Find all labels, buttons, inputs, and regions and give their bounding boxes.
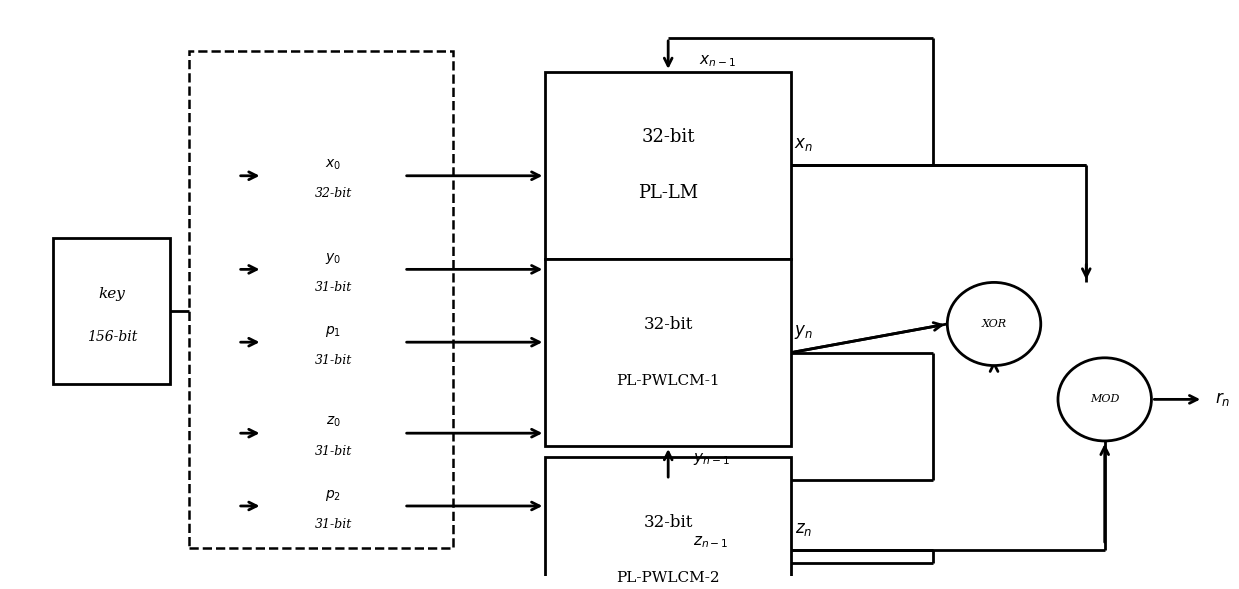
Text: PL-PWLCM-1: PL-PWLCM-1 <box>616 373 720 388</box>
Text: $x_{n-1}$: $x_{n-1}$ <box>699 54 736 70</box>
Text: $x_n$: $x_n$ <box>794 136 813 153</box>
Text: $y_0$: $y_0$ <box>325 251 341 266</box>
Text: $x_0$: $x_0$ <box>325 158 341 172</box>
Ellipse shape <box>1058 358 1151 441</box>
Text: $z_{n-1}$: $z_{n-1}$ <box>693 535 729 550</box>
Ellipse shape <box>948 282 1041 366</box>
Text: $z_n$: $z_n$ <box>794 521 812 538</box>
Text: PL-LM: PL-LM <box>638 184 699 203</box>
Text: 31-bit: 31-bit <box>315 445 352 458</box>
Bar <box>263 397 404 469</box>
Text: 32-bit: 32-bit <box>643 316 693 333</box>
Text: key: key <box>98 286 125 300</box>
Text: PL-PWLCM-2: PL-PWLCM-2 <box>616 571 720 585</box>
Bar <box>545 72 792 259</box>
Bar <box>263 306 404 379</box>
Text: $p_2$: $p_2$ <box>325 488 341 502</box>
Bar <box>188 51 453 548</box>
Text: $y_{n-1}$: $y_{n-1}$ <box>693 451 730 467</box>
Bar <box>263 469 404 542</box>
Text: XOR: XOR <box>981 319 1006 329</box>
Text: 32-bit: 32-bit <box>315 187 352 200</box>
Text: 31-bit: 31-bit <box>315 518 352 531</box>
Text: $y_n$: $y_n$ <box>794 323 813 341</box>
Text: $z_0$: $z_0$ <box>326 415 341 429</box>
Bar <box>263 140 404 212</box>
Text: 32-bit: 32-bit <box>642 128 695 146</box>
Text: 31-bit: 31-bit <box>315 354 352 367</box>
Text: MOD: MOD <box>1090 395 1119 405</box>
Text: 156-bit: 156-bit <box>87 330 138 344</box>
Bar <box>545 456 792 589</box>
Text: 31-bit: 31-bit <box>315 281 352 294</box>
Bar <box>263 233 404 306</box>
Text: 32-bit: 32-bit <box>643 514 693 531</box>
Bar <box>53 238 170 384</box>
Text: $r_n$: $r_n$ <box>1215 391 1230 408</box>
Bar <box>545 259 792 446</box>
Text: $p_1$: $p_1$ <box>325 324 341 339</box>
